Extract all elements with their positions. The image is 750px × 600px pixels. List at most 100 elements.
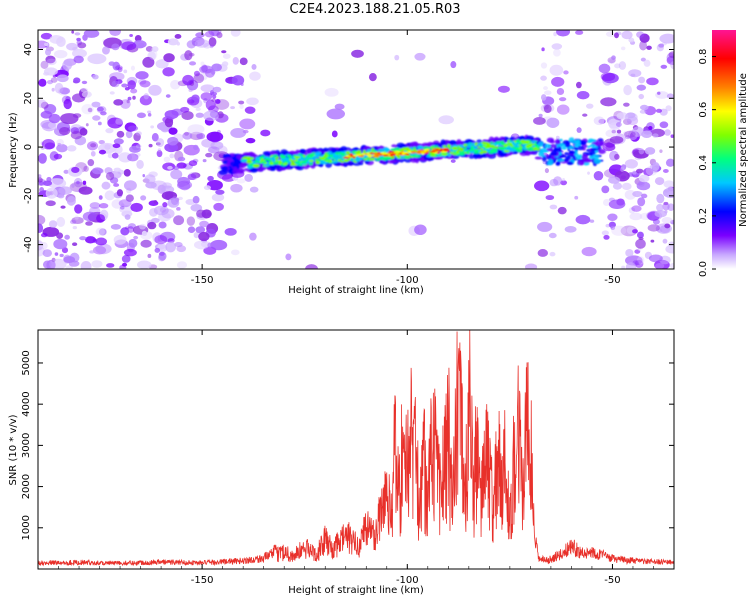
track-core [468, 143, 472, 147]
noise-blob [85, 123, 89, 127]
track-core [284, 160, 289, 164]
track-core [282, 162, 289, 165]
noise-blob [605, 31, 616, 37]
track-core [324, 158, 328, 161]
noise-blob [120, 227, 130, 236]
track-core [455, 150, 460, 154]
signal-track [218, 134, 606, 175]
noise-blob [621, 182, 632, 191]
noise-blob [635, 168, 644, 174]
track-core [240, 158, 248, 163]
noise-blob [186, 40, 197, 49]
noise-blob [54, 252, 59, 256]
noise-blob [66, 145, 77, 152]
noise-blob [641, 130, 653, 139]
noise-blob [540, 75, 547, 81]
track-blob [310, 164, 316, 169]
noise-blob [616, 129, 622, 134]
noise-blob [82, 211, 97, 222]
noise-blob [124, 87, 130, 91]
noise-blob [644, 147, 656, 155]
noise-blob [215, 189, 225, 195]
noise-blob [172, 165, 180, 170]
track-core [441, 153, 448, 156]
noise-blob [66, 195, 76, 206]
noise-blob [73, 55, 84, 64]
secondary-blob [551, 155, 555, 161]
noise-blob [46, 58, 57, 66]
track-peak [432, 148, 436, 151]
track-peak [368, 155, 372, 158]
noise-blob [629, 212, 643, 221]
noise-blob [620, 167, 625, 172]
noise-blob [601, 73, 619, 84]
track-core [294, 155, 301, 159]
noise-blob [153, 199, 158, 204]
y-tick-label: 40 [23, 43, 34, 56]
noise-blob [177, 156, 186, 162]
noise-blob [177, 182, 190, 190]
snr-y-label: SNR (10 * v/v) [8, 414, 19, 485]
noise-blob [74, 215, 79, 220]
noise-blob [211, 98, 217, 102]
noise-blob [368, 73, 377, 82]
noise-blob [601, 185, 610, 194]
noise-blob [637, 197, 646, 207]
track-core [525, 141, 529, 144]
track-core [313, 152, 321, 156]
noise-blob [553, 49, 561, 57]
secondary-blob [549, 143, 557, 148]
noise-blob [637, 256, 645, 265]
track-blob [310, 148, 320, 153]
secondary-blob [598, 149, 606, 154]
noise-blob [170, 169, 183, 180]
noise-blob [69, 219, 77, 225]
noise-blob [80, 260, 92, 269]
noise-blob [53, 49, 68, 59]
noise-blob [625, 262, 637, 269]
noise-blob [553, 31, 558, 37]
noise-blob [46, 176, 52, 183]
noise-blob [414, 224, 427, 236]
noise-blob [209, 45, 214, 49]
noise-blob [38, 223, 44, 233]
track-peak [394, 151, 402, 153]
noise-blob [69, 181, 88, 193]
noise-blob [162, 67, 175, 77]
noise-blob [81, 80, 88, 85]
track-core [366, 149, 372, 152]
noise-blob [139, 223, 146, 230]
noise-blob [74, 32, 81, 36]
noise-blob [46, 80, 53, 85]
noise-blob [249, 186, 259, 193]
secondary-blob [537, 141, 545, 147]
noise-blob [216, 32, 223, 39]
spectrogram-frame [37, 29, 675, 270]
noise-blob [621, 265, 626, 269]
noise-blob [207, 242, 213, 248]
noise-blob [553, 176, 563, 186]
noise-blob [121, 254, 131, 263]
track-core [476, 143, 484, 146]
noise-blob [83, 30, 100, 38]
noise-blob [351, 49, 364, 58]
track-core [513, 143, 519, 147]
noise-blob [147, 113, 152, 117]
noise-blob [654, 210, 667, 218]
track-core [490, 144, 496, 149]
noise-blob [164, 191, 174, 201]
noise-blob [593, 170, 604, 181]
track-core [368, 157, 375, 161]
noise-blob [611, 55, 616, 60]
noise-blob [112, 143, 121, 149]
noise-blob [177, 180, 193, 190]
noise-blob [610, 225, 616, 230]
track-core [430, 153, 436, 157]
noise-blob [636, 231, 644, 239]
noise-blob [656, 193, 665, 204]
track-blob [468, 154, 475, 159]
noise-blob [130, 88, 138, 94]
noise-blob [222, 53, 231, 59]
noise-blob [576, 90, 590, 100]
track-peak [345, 155, 351, 158]
